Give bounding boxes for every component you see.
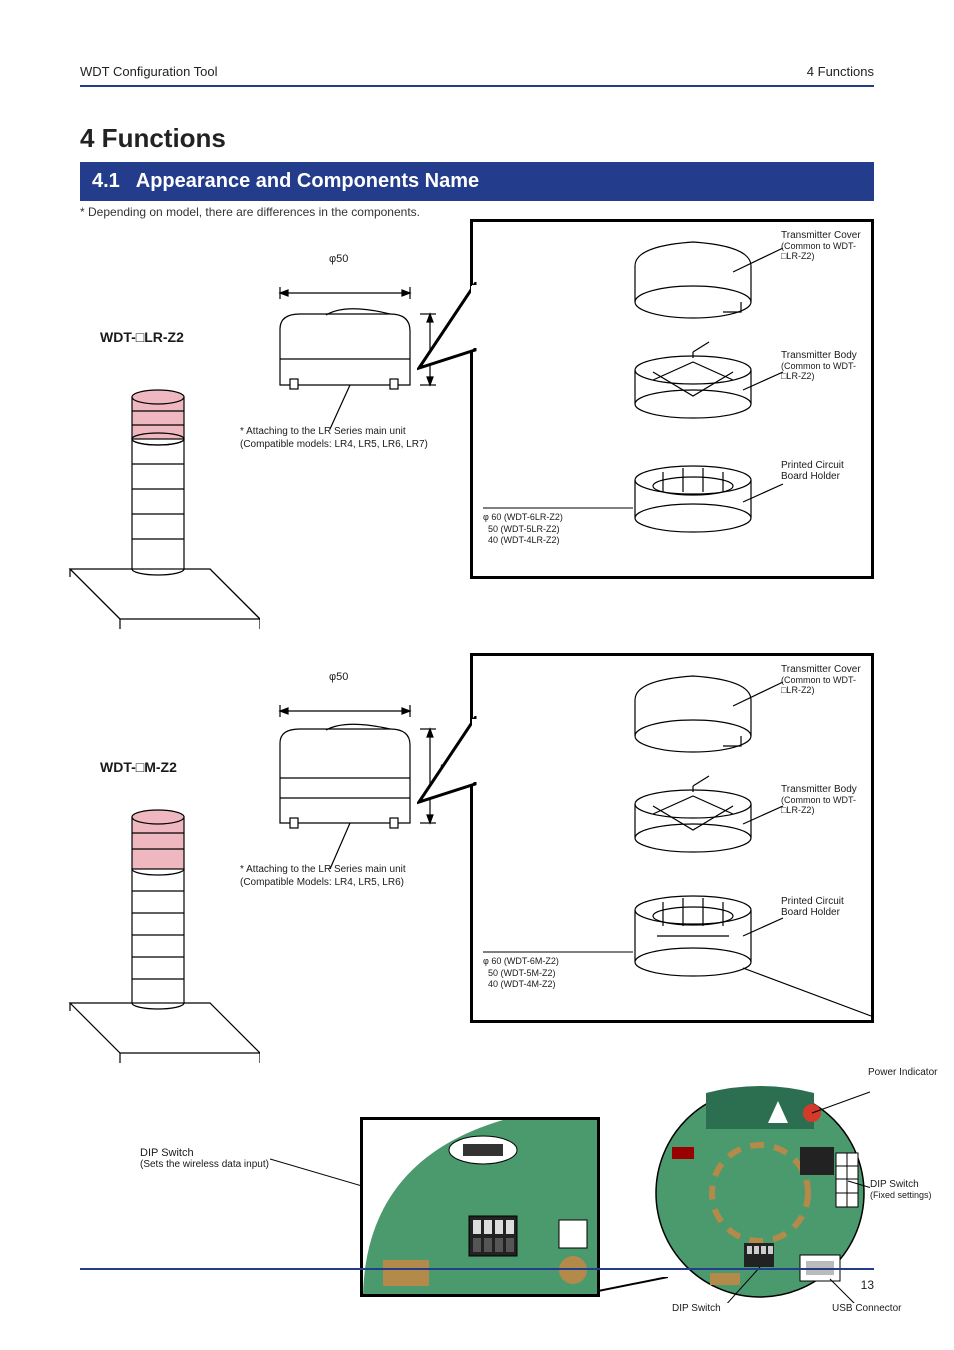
section-subcaption: * Depending on model, there are differen… <box>80 205 874 219</box>
pointer-a <box>417 282 477 372</box>
exploded-a-top-label: Transmitter Cover (Common to WDT-□LR-Z2) <box>781 230 865 261</box>
dim-a-width: φ50 <box>329 253 348 265</box>
section-heading: Appearance and Components Name <box>136 170 479 192</box>
page-title: 4 Functions <box>80 123 874 154</box>
dim-b-width: φ50 <box>329 671 348 683</box>
pcb-detail: DIP Switch (Sets the wireless data input… <box>80 1087 874 1327</box>
exploded-a-bot-label: Printed Circuit Board Holder <box>781 460 865 482</box>
power-indicator-label: Power Indicator <box>868 1067 954 1078</box>
section-number: 4.1 <box>92 170 120 192</box>
note-a-line2: (Compatible models: LR4, LR5, LR6, LR7) <box>240 438 450 451</box>
top-rule <box>80 85 874 87</box>
page-content: WDT Configuration Tool 4 Functions 4 Fun… <box>80 60 874 1290</box>
bottom-rule <box>80 1268 874 1270</box>
signal-tower-a <box>60 349 260 629</box>
dim-leader-a <box>483 500 643 540</box>
page-number: 13 <box>861 1278 874 1292</box>
note-b-line2: (Compatible Models: LR4, LR5, LR6) <box>240 876 450 889</box>
running-header: WDT Configuration Tool 4 Functions <box>80 64 874 79</box>
signal-tower-b <box>60 783 260 1063</box>
pcb-circle <box>650 1083 870 1303</box>
product-b-label: WDT-□M-Z2 <box>100 759 177 775</box>
section-band: 4.1 Appearance and Components Name <box>80 162 874 201</box>
product-a-block: φ50 40 * Attaching to the LR Series main… <box>80 229 874 629</box>
note-b-line1: * Attaching to the LR Series main unit <box>240 863 450 876</box>
exploded-a-mid-label: Transmitter Body (Common to WDT-□LR-Z2) <box>781 350 865 381</box>
exploded-a-box: Transmitter Cover (Common to WDT-□LR-Z2)… <box>470 219 874 579</box>
exploded-b-mid-label: Transmitter Body (Common to WDT-□LR-Z2) <box>781 784 865 815</box>
note-a: * Attaching to the LR Series main unit (… <box>240 425 450 451</box>
usb-label: USB Connector <box>832 1303 922 1314</box>
exploded-b-box: Transmitter Cover (Common to WDT-□LR-Z2)… <box>470 653 874 1023</box>
product-a-label: WDT-□LR-Z2 <box>100 329 184 345</box>
note-a-line1: * Attaching to the LR Series main unit <box>240 425 450 438</box>
exploded-b-bot-label: Printed Circuit Board Holder <box>781 896 865 918</box>
exploded-b-top-label: Transmitter Cover (Common to WDT-□LR-Z2) <box>781 664 865 695</box>
pcb-zoom-box <box>360 1117 600 1297</box>
header-right: 4 Functions <box>807 64 874 79</box>
dip-bottom-label: DIP Switch <box>672 1303 742 1314</box>
header-left: WDT Configuration Tool <box>80 64 218 79</box>
dim-leader-b <box>483 944 643 984</box>
product-b-block: φ50 56 * Attaching to the LR Series main… <box>80 653 874 1073</box>
pointer-b <box>417 716 477 806</box>
dip-fixed-label: DIP Switch (Fixed settings) <box>870 1179 950 1200</box>
note-b: * Attaching to the LR Series main unit (… <box>240 863 450 889</box>
